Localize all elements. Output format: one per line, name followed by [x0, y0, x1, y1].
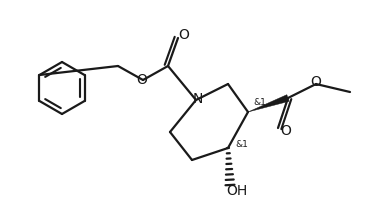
- Text: O: O: [179, 28, 189, 42]
- Text: O: O: [280, 124, 291, 138]
- Text: O: O: [137, 73, 148, 87]
- Polygon shape: [248, 95, 289, 112]
- Text: N: N: [193, 92, 203, 106]
- Text: &1: &1: [254, 97, 266, 106]
- Text: O: O: [310, 75, 321, 89]
- Text: &1: &1: [236, 139, 248, 148]
- Text: OH: OH: [226, 184, 248, 198]
